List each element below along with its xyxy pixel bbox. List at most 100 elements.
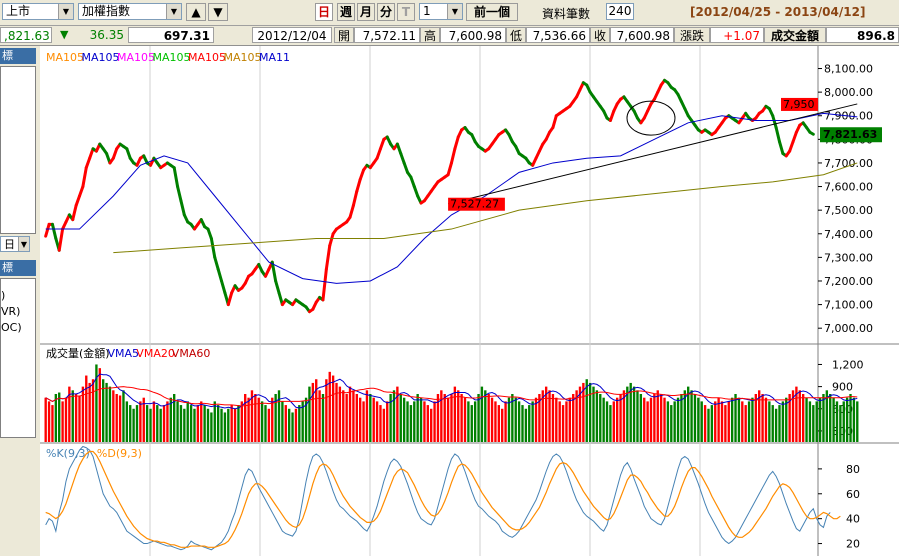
legend-entry: MA105 [46,51,84,64]
volume-bar [670,405,673,442]
volume-bar [112,390,115,442]
month-button[interactable]: 月 [357,3,375,21]
toolbar: 上市 ▼ 加權指數 ▼ ▲ ▼ 日 週 月 分 T 1 ▼ 前一個 資料筆數 2… [0,0,899,26]
volume-bar [382,408,386,442]
volume-bar [849,394,852,442]
volume-bar [186,401,189,442]
left-panel-tab-1[interactable]: 標 [0,48,36,64]
volume-bar [342,390,345,442]
multiplier-select[interactable]: 1 ▼ [419,3,463,20]
week-button[interactable]: 週 [337,3,355,21]
volume-bar [294,408,298,442]
indicator-item[interactable]: VR) [1,305,21,318]
volume-bar [795,386,798,442]
volume-bar [791,390,795,442]
volume-bar [822,394,825,442]
down-arrow-button[interactable]: ▼ [208,3,228,21]
left-panel-list-1[interactable] [0,66,36,234]
volume-bar [747,401,751,442]
market-select[interactable]: 上市 ▼ [2,3,74,20]
volume-bar [85,375,88,442]
volume-bar [291,412,294,442]
indicator-item[interactable]: OC) [1,321,22,334]
last-price-box [820,127,882,143]
volume-bar [572,394,575,442]
volume-bar [605,401,609,442]
y-tick-label: 7,200.00 [824,275,873,288]
volume-bar [78,395,81,442]
price-segment-down [274,279,281,295]
volume-bar [778,405,781,442]
volume-bar [639,394,643,442]
annotation-label: 7,950 [783,98,815,111]
volume-bar [372,397,375,442]
volume-bar [132,408,135,442]
volume-bar [829,394,832,442]
volume-bar [612,401,615,442]
index-select-value: 加權指數 [82,4,131,18]
volume-bar [440,390,443,442]
volume-bar [470,405,473,442]
amount-label: 成交金額 [764,27,826,43]
volume-value: 697.31 [128,27,214,43]
volume-bar [649,397,653,442]
volume-bar [200,401,203,442]
price-segment-up [84,156,92,170]
day-button[interactable]: 日 [315,3,333,21]
y-tick-label: 40 [846,513,860,526]
left-panel-list-2[interactable]: ) VR) OC) [0,278,36,438]
left-panel-tab-2[interactable]: 標 [0,260,36,276]
volume-bar [430,408,433,442]
up-arrow-button[interactable]: ▲ [186,3,206,21]
records-input[interactable]: 240 [606,3,634,20]
volume-bar [710,405,714,442]
volume-bar [805,397,808,442]
y-tick-label: 1,200 [832,358,864,371]
price-segment-up [378,137,386,151]
volume-bar [139,401,142,442]
minute-button[interactable]: 分 [377,3,395,21]
chevron-down-icon[interactable]: ▼ [166,4,181,19]
left-panel-select[interactable]: 日 ▼ [0,236,30,252]
volume-bar [538,394,541,442]
volume-bar [98,368,101,442]
prev-item-button[interactable]: 前一個 [466,3,518,21]
volume-bar [196,405,200,442]
volume-bar [419,397,423,442]
volume-bar [659,394,663,442]
price-segment-down [270,260,278,283]
volume-bar [358,397,362,442]
down-arrow-icon: ▼ [213,5,223,19]
volume-bar [315,379,318,442]
last-price: ,821.63 [0,27,52,43]
volume-bar [528,405,531,442]
volume-bar [636,390,639,442]
price-segment-up [78,185,85,198]
annotation-box [781,97,818,111]
chevron-down-icon[interactable]: ▼ [18,237,29,251]
price-segment-down [176,185,183,203]
volume-bar [812,405,815,442]
chevron-down-icon[interactable]: ▼ [447,4,462,19]
tick-button[interactable]: T [397,3,415,21]
volume-bar [95,364,98,442]
volume-bar [768,401,771,442]
price-segment-up [44,222,51,238]
volume-bar [511,394,514,442]
chevron-down-icon[interactable]: ▼ [58,4,73,19]
volume-bar [409,405,413,442]
price-segment-up [74,194,82,207]
high-value: 7,600.98 [440,27,506,43]
volume-bar [44,397,47,442]
volume-bar [220,408,223,442]
volume-bar [392,390,396,442]
indicator-item[interactable]: ) [1,289,6,302]
index-select[interactable]: 加權指數 ▼ [78,3,182,20]
legend-entry: 成交量(金額) [46,346,110,360]
volume-bar [402,397,406,442]
volume-bar [328,371,331,442]
volume-bar [352,390,355,442]
volume-bar [457,390,460,442]
volume-bar [173,394,176,442]
volume-bar [676,397,680,442]
